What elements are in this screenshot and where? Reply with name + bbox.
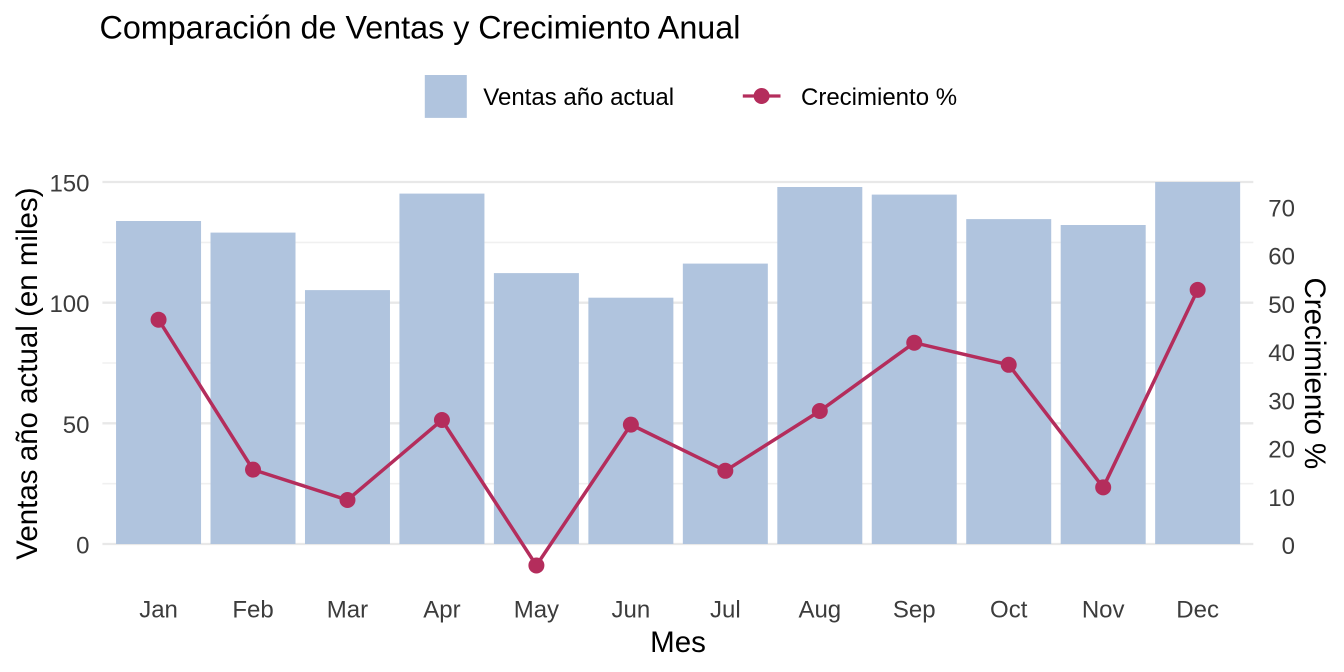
svg-text:Nov: Nov	[1082, 597, 1125, 624]
svg-text:50: 50	[63, 412, 90, 439]
svg-text:Apr: Apr	[423, 597, 460, 624]
svg-text:May: May	[514, 597, 559, 624]
svg-text:30: 30	[1268, 388, 1295, 415]
svg-text:40: 40	[1268, 340, 1295, 367]
svg-text:20: 20	[1268, 437, 1295, 464]
svg-text:Ventas año actual: Ventas año actual	[483, 84, 674, 111]
svg-text:Oct: Oct	[990, 597, 1028, 624]
svg-text:Aug: Aug	[798, 597, 841, 624]
svg-text:Mes: Mes	[650, 626, 706, 659]
svg-text:Comparación de Ventas y Crecim: Comparación de Ventas y Crecimiento Anua…	[100, 10, 741, 46]
svg-text:Dec: Dec	[1176, 597, 1219, 624]
svg-text:Feb: Feb	[232, 597, 273, 624]
svg-text:150: 150	[49, 171, 89, 198]
svg-text:Jun: Jun	[612, 597, 651, 624]
svg-text:100: 100	[49, 291, 89, 318]
svg-text:50: 50	[1268, 292, 1295, 319]
svg-text:Jul: Jul	[710, 597, 741, 624]
svg-text:Mar: Mar	[327, 597, 368, 624]
svg-text:10: 10	[1268, 485, 1295, 512]
svg-text:Crecimiento %: Crecimiento %	[801, 84, 957, 111]
svg-text:0: 0	[1282, 533, 1295, 560]
svg-text:Sep: Sep	[893, 597, 936, 624]
svg-text:Crecimiento %: Crecimiento %	[1298, 277, 1331, 469]
svg-text:70: 70	[1268, 195, 1295, 222]
svg-text:60: 60	[1268, 244, 1295, 271]
svg-text:Ventas año actual (en miles): Ventas año actual (en miles)	[11, 187, 44, 559]
svg-text:0: 0	[76, 533, 89, 560]
svg-text:Jan: Jan	[139, 597, 178, 624]
